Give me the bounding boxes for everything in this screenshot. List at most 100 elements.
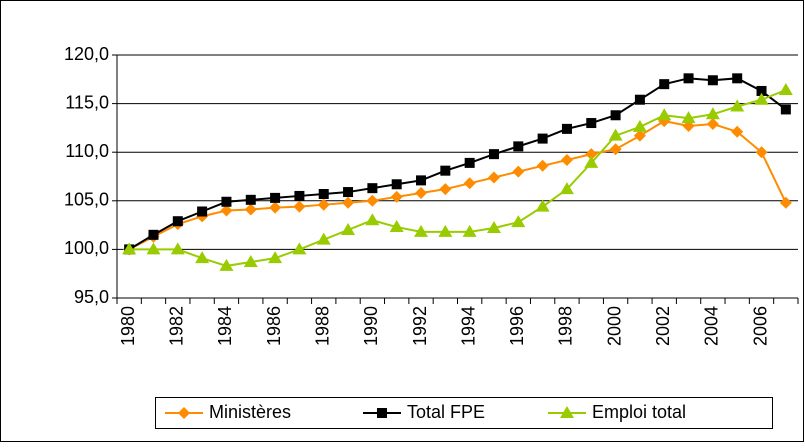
marker — [560, 406, 574, 418]
x-tick-label: 2002 — [653, 306, 673, 346]
marker — [561, 123, 572, 134]
marker — [439, 183, 452, 196]
y-tick-label: 105,0 — [64, 190, 109, 210]
marker — [414, 224, 429, 237]
x-tick-label: 2000 — [604, 306, 624, 346]
marker — [377, 408, 387, 418]
marker — [586, 118, 597, 129]
marker — [513, 141, 524, 152]
marker — [318, 188, 329, 199]
marker — [584, 155, 599, 168]
marker — [756, 85, 767, 96]
marker — [341, 222, 356, 235]
marker — [316, 232, 331, 245]
marker — [659, 79, 670, 90]
marker — [463, 177, 476, 190]
marker — [293, 200, 306, 213]
y-tick-label: 100,0 — [64, 238, 109, 258]
x-tick-label: 1996 — [507, 306, 527, 346]
marker — [220, 204, 233, 217]
marker — [367, 183, 378, 194]
legend-box — [155, 397, 773, 429]
marker — [178, 407, 190, 419]
marker — [657, 108, 672, 121]
marker — [390, 190, 403, 203]
marker — [148, 229, 159, 240]
legend-label: Emploi total — [592, 402, 686, 422]
marker — [488, 149, 499, 160]
marker — [391, 179, 402, 190]
marker — [755, 146, 768, 159]
marker — [535, 199, 550, 212]
y-tick-label: 115,0 — [65, 92, 109, 112]
marker — [512, 165, 525, 178]
marker — [365, 213, 380, 226]
marker — [731, 125, 744, 138]
marker — [317, 198, 330, 211]
marker — [634, 94, 645, 105]
marker — [243, 255, 258, 268]
marker — [487, 171, 500, 184]
y-tick-label: 110,0 — [65, 141, 109, 161]
marker — [294, 190, 305, 201]
marker — [219, 258, 234, 271]
marker — [705, 107, 720, 120]
series-line — [128, 77, 787, 251]
marker — [269, 201, 282, 214]
marker — [732, 73, 743, 84]
marker — [366, 194, 379, 207]
marker — [389, 220, 404, 233]
marker — [780, 104, 791, 115]
marker — [707, 75, 718, 86]
legend-label: Ministères — [209, 402, 291, 422]
marker — [122, 242, 137, 255]
marker — [270, 192, 281, 203]
marker — [342, 196, 355, 209]
marker — [292, 242, 307, 255]
marker — [559, 182, 574, 195]
marker — [221, 196, 232, 207]
x-tick-label: 1984 — [215, 306, 235, 346]
marker — [438, 224, 453, 237]
marker — [172, 216, 183, 227]
marker — [170, 242, 185, 255]
marker — [585, 148, 598, 161]
series-line — [129, 89, 787, 267]
x-tick-label: 1998 — [556, 306, 576, 346]
marker — [560, 153, 573, 166]
marker — [195, 251, 210, 264]
marker — [440, 165, 451, 176]
marker — [632, 119, 647, 132]
marker — [415, 187, 428, 200]
marker — [778, 82, 793, 95]
marker — [244, 203, 257, 216]
y-tick-label: 120,0 — [64, 44, 109, 64]
legend-label: Total FPE — [407, 402, 485, 422]
marker — [343, 187, 354, 198]
x-tick-label: 1992 — [410, 306, 430, 346]
marker — [779, 196, 792, 209]
marker — [245, 194, 256, 205]
marker — [537, 133, 548, 144]
marker — [730, 99, 745, 112]
marker — [268, 251, 283, 264]
x-tick-label: 1994 — [458, 306, 478, 346]
y-tick-label: 95,0 — [74, 287, 109, 307]
marker — [633, 129, 646, 142]
x-tick-label: 1980 — [118, 306, 138, 346]
x-tick-label: 2006 — [750, 306, 770, 346]
marker — [511, 215, 526, 228]
marker — [146, 242, 161, 255]
x-tick-label: 1990 — [361, 306, 381, 346]
marker — [609, 143, 622, 156]
marker — [536, 159, 549, 172]
marker — [683, 73, 694, 84]
marker — [416, 175, 427, 186]
x-tick-label: 1986 — [264, 306, 284, 346]
x-tick-label: 2004 — [702, 306, 722, 346]
marker — [610, 110, 621, 121]
marker — [464, 157, 475, 168]
marker — [197, 206, 208, 217]
